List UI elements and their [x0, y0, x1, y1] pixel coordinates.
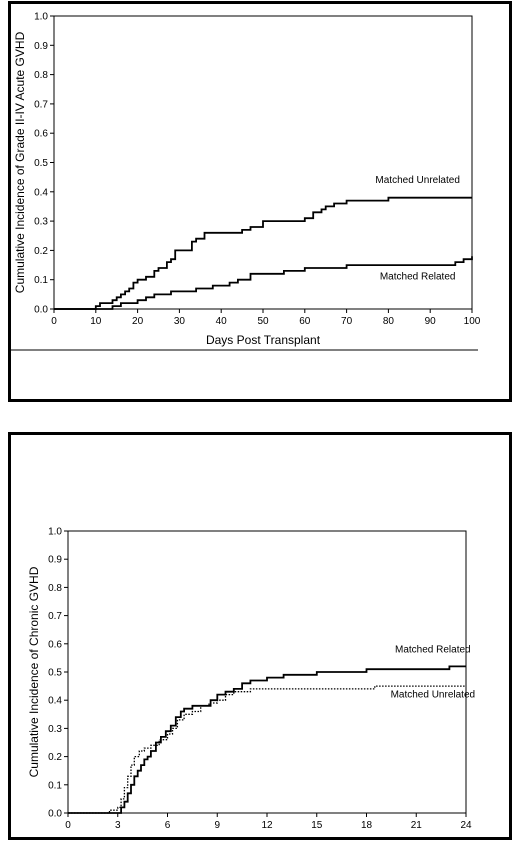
acute-x-tick-label: 90	[425, 316, 437, 327]
chronic-y-tick-label: 0.6	[48, 639, 62, 650]
chronic-series-matched-related	[68, 665, 466, 814]
chronic-y-axis-label: Cumulative Incidence of Chronic GVHD	[27, 566, 41, 777]
acute-y-tick-label: 0.4	[34, 187, 48, 198]
chronic-y-tick-label: 0.1	[48, 780, 62, 791]
acute-y-tick-label: 0.2	[34, 246, 48, 257]
acute-y-axis-label: Cumulative Incidence of Grade II-IV Acut…	[13, 31, 27, 293]
chronic-y-tick-label: 0.7	[48, 611, 62, 622]
chronic-y-tick-label: 0.5	[48, 668, 62, 679]
acute-x-axis-label: Days Post Transplant	[206, 333, 321, 347]
chronic-x-tick-label: 12	[261, 820, 273, 831]
acute-x-tick-label: 100	[464, 316, 481, 327]
chronic-series-matched-unrelated	[68, 685, 466, 814]
acute-annotation: Matched Unrelated	[375, 175, 460, 186]
chronic-annotation: Matched Unrelated	[391, 689, 476, 700]
acute-y-tick-label: 0.3	[34, 217, 48, 228]
acute-x-tick-label: 80	[383, 316, 395, 327]
chronic-x-tick-label: 21	[411, 820, 423, 831]
chronic-x-tick-label: 9	[214, 820, 220, 831]
chronic-annotation: Matched Related	[395, 644, 471, 655]
acute-x-tick-label: 70	[341, 316, 353, 327]
acute-y-tick-label: 0.0	[34, 305, 48, 316]
acute-x-tick-label: 20	[132, 316, 144, 327]
acute-x-tick-label: 10	[90, 316, 102, 327]
chronic-y-tick-label: 0.4	[48, 696, 62, 707]
acute-y-tick-label: 0.7	[34, 99, 48, 110]
acute-y-tick-label: 0.9	[34, 41, 48, 52]
chronic-y-tick-label: 1.0	[48, 527, 62, 538]
chronic-plot-frame	[67, 530, 467, 814]
chronic-y-tick-label: 0.8	[48, 583, 62, 594]
acute-y-tick-label: 0.5	[34, 158, 48, 169]
chronic-x-tick-label: 0	[65, 820, 71, 831]
acute-y-tick-label: 0.6	[34, 129, 48, 140]
acute-series-matched-related	[54, 256, 473, 310]
acute-series-matched-unrelated	[54, 196, 472, 310]
chronic-x-tick-label: 18	[361, 820, 373, 831]
chronic-y-tick-label: 0.0	[48, 809, 62, 820]
acute-x-tick-label: 50	[257, 316, 269, 327]
acute-chart: 0.0 0.1 0.2 0.3 0.4 0.5 0.6 0.7 0.8 0.9 1.0 0 10 20 30…	[10, 12, 481, 351]
acute-x-tick-label: 30	[174, 316, 186, 327]
chronic-x-tick-label: 24	[460, 820, 472, 831]
acute-gvhd-panel	[8, 1, 512, 402]
chronic-gvhd-panel	[8, 432, 512, 840]
chronic-y-tick-label: 0.9	[48, 555, 62, 566]
chronic-y-tick-label: 0.2	[48, 752, 62, 763]
chronic-chart: 0.0 0.1 0.2 0.3 0.4 0.5 0.6 0.7 0.8 0.9 1.0 0 3 6 9 12 1…	[27, 527, 475, 832]
acute-y-tick-label: 1.0	[34, 12, 48, 23]
chronic-y-tick-label: 0.3	[48, 724, 62, 735]
acute-x-tick-label: 60	[299, 316, 311, 327]
chronic-x-tick-label: 3	[115, 820, 121, 831]
chronic-x-tick-label: 6	[165, 820, 171, 831]
acute-x-tick-label: 40	[216, 316, 228, 327]
acute-y-tick-label: 0.1	[34, 275, 48, 286]
acute-x-tick-label: 0	[51, 316, 57, 327]
acute-annotation: Matched Related	[380, 272, 456, 283]
chronic-x-tick-label: 15	[311, 820, 323, 831]
acute-y-tick-label: 0.8	[34, 70, 48, 81]
